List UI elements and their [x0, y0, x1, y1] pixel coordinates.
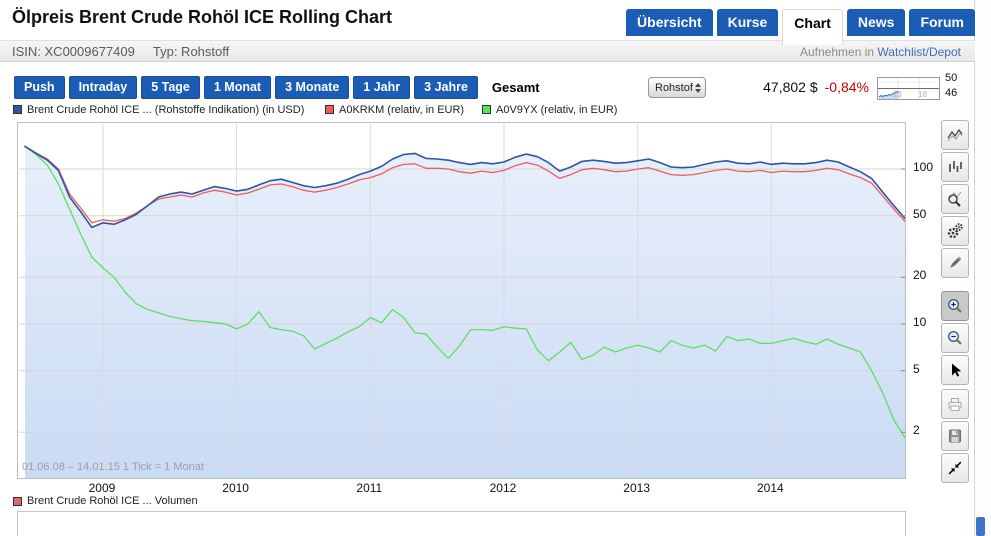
zoom-out-tool-button[interactable] — [941, 323, 969, 353]
dropdown-value: Rohstoffe I — [655, 81, 693, 94]
y-axis-label: 5 — [913, 361, 920, 376]
line-chart-tool-button[interactable] — [941, 120, 969, 150]
quote-block: 47,802 $ -0,84% — [747, 79, 869, 95]
pointer-tool-button[interactable] — [941, 355, 969, 385]
tab-forum[interactable]: Forum — [909, 9, 975, 36]
y-axis-label: 10 — [913, 315, 927, 329]
mini-chart-tick-1: 13 — [893, 90, 902, 99]
instrument-info-bar: ISIN: XC0009677409 Typ: Rohstoff Aufnehme… — [0, 40, 975, 62]
y-axis-label: 2 — [913, 423, 920, 438]
volume-panel — [17, 511, 906, 536]
scrollbar-track[interactable] — [974, 0, 991, 536]
volume-legend: Brent Crude Rohöl ICE ... Volumen — [13, 495, 198, 507]
chart-analysis-tool-button[interactable] — [941, 184, 969, 214]
period-buttons: Push Intraday 5 Tage 1 Monat 3 Monate 1 Jahr 3… — [14, 76, 544, 99]
price-change: -0,84% — [824, 79, 869, 95]
mini-chart — [877, 77, 940, 100]
chart-type-dropdown[interactable]: Rohstoffe I — [648, 77, 706, 98]
period-push[interactable]: Push — [14, 76, 65, 99]
print-tool-button[interactable] — [941, 389, 969, 419]
cursor-icon — [952, 363, 962, 377]
current-price: 47,802 $ — [763, 79, 818, 95]
chart-svg — [19, 124, 905, 478]
mini-chart-low-label: 46 — [945, 87, 958, 99]
legend-item: A0KRKM (relativ, in EUR) — [325, 103, 464, 116]
nav-tabs: Übersicht Kurse Chart News Forum — [626, 9, 975, 45]
isin-label: ISIN: XC0009677409 — [12, 44, 135, 59]
period-5-tage[interactable]: 5 Tage — [141, 76, 200, 99]
period-1-jahr[interactable]: 1 Jahr — [353, 76, 411, 99]
collapse-tool-button[interactable] — [941, 453, 969, 483]
volume-legend-label: Brent Crude Rohöl ICE ... Volumen — [27, 495, 198, 507]
x-axis-label: 2009 — [88, 481, 116, 495]
y-axis-label: 20 — [913, 268, 927, 283]
x-axis-label: 2010 — [222, 481, 249, 495]
mini-chart-graphic — [878, 78, 939, 99]
period-gesamt-active[interactable]: Gesamt — [491, 80, 540, 95]
legend-swatch — [13, 105, 22, 114]
scrollbar-thumb[interactable] — [976, 517, 985, 536]
period-1-monat[interactable]: 1 Monat — [203, 76, 272, 99]
tab-übersicht[interactable]: Übersicht — [626, 9, 713, 36]
dropdown-arrows-icon — [695, 82, 701, 93]
zoom-out-icon — [947, 330, 962, 345]
pencil-icon — [950, 256, 962, 268]
tab-chart[interactable]: Chart — [782, 9, 843, 45]
watchlist-row: Aufnehmen in Watchlist/Depot — [800, 45, 961, 59]
period-3-jahre[interactable]: 3 Jahre — [414, 76, 478, 99]
save-icon — [949, 429, 961, 443]
legend-label: A0V9YX (relativ, in EUR) — [496, 103, 618, 116]
type-label: Typ: Rohstoff — [152, 44, 230, 59]
zoom-in-tool-button[interactable] — [941, 291, 969, 321]
legend-label: A0KRKM (relativ, in EUR) — [339, 103, 465, 116]
collapse-icon — [948, 461, 962, 475]
printer-icon — [948, 398, 962, 411]
x-axis-label: 2013 — [623, 481, 650, 495]
save-tool-button[interactable] — [941, 421, 969, 451]
chart-settings-tool-button[interactable] — [941, 216, 969, 246]
x-axis-label: 2014 — [756, 481, 784, 495]
x-axis-label: 2011 — [356, 481, 383, 495]
bar-chart-tool-button[interactable] — [941, 152, 969, 182]
mini-chart-tick-2: 18 — [918, 90, 927, 99]
draw-tool-button[interactable] — [941, 248, 969, 278]
chart-plot-area[interactable] — [17, 122, 906, 479]
volume-legend-swatch — [13, 496, 22, 506]
bar-chart-icon — [949, 161, 962, 172]
legend-item: Brent Crude Rohöl ICE ... (Rohstoffe Ind… — [13, 103, 304, 116]
tab-news[interactable]: News — [846, 9, 906, 36]
page-title: Ölpreis Brent Crude Rohöl ICE Rolling Ch… — [12, 7, 393, 27]
watchlist-link[interactable]: Watchlist/Depot — [877, 45, 961, 59]
date-range-note: 01.06.08 – 14.01.15 1 Tick = 1 Monat — [22, 461, 204, 473]
zoom-in-icon — [947, 298, 962, 313]
legend-label: Brent Crude Rohöl ICE ... (Rohstoffe Ind… — [27, 103, 305, 116]
gears-icon — [947, 223, 963, 239]
period-3-monate[interactable]: 3 Monate — [275, 76, 350, 99]
legend-swatch — [325, 105, 334, 114]
watchlist-prefix: Aufnehmen in — [800, 45, 875, 59]
chart-magnifier-icon — [948, 191, 962, 207]
x-axis-label: 2012 — [489, 481, 517, 495]
line-chart-icon — [947, 128, 963, 142]
y-axis-label: 100 — [913, 160, 934, 174]
y-axis-label: 50 — [913, 206, 927, 221]
tab-kurse[interactable]: Kurse — [716, 9, 779, 36]
period-intraday[interactable]: Intraday — [68, 76, 138, 99]
isin-type-text: ISIN: XC0009677409 Typ: Rohstoff — [12, 44, 229, 59]
legend-item: A0V9YX (relativ, in EUR) — [482, 103, 617, 116]
legend-swatch — [482, 105, 491, 114]
mini-chart-high-label: 50 — [945, 72, 958, 84]
